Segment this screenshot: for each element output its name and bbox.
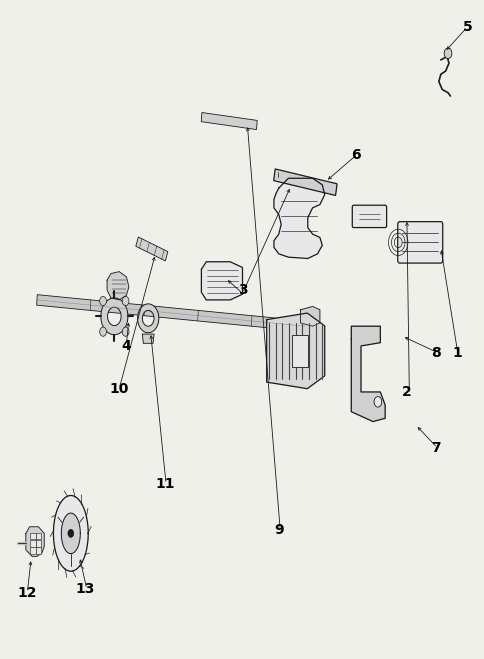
Text: 6: 6 (350, 148, 360, 162)
Polygon shape (61, 513, 80, 554)
FancyBboxPatch shape (30, 532, 35, 539)
Polygon shape (273, 169, 336, 196)
Text: 1: 1 (452, 345, 462, 360)
Circle shape (68, 529, 74, 537)
Circle shape (122, 297, 129, 306)
Text: 4: 4 (121, 339, 131, 353)
Circle shape (100, 297, 106, 306)
Text: 11: 11 (155, 477, 175, 491)
Wedge shape (137, 304, 158, 333)
Circle shape (100, 327, 106, 336)
FancyBboxPatch shape (292, 335, 307, 367)
Circle shape (373, 397, 381, 407)
Text: 8: 8 (430, 345, 440, 360)
Text: 5: 5 (462, 20, 471, 34)
Text: 2: 2 (401, 385, 411, 399)
FancyBboxPatch shape (30, 540, 35, 546)
Circle shape (443, 48, 451, 59)
Text: 7: 7 (430, 441, 440, 455)
Polygon shape (300, 306, 319, 326)
Polygon shape (53, 496, 88, 571)
Polygon shape (37, 295, 305, 331)
FancyBboxPatch shape (30, 547, 35, 554)
FancyBboxPatch shape (36, 547, 41, 554)
FancyBboxPatch shape (36, 532, 41, 539)
FancyBboxPatch shape (36, 540, 41, 546)
Polygon shape (201, 113, 257, 130)
Polygon shape (350, 326, 384, 422)
Text: 13: 13 (76, 583, 95, 596)
Text: 9: 9 (273, 523, 283, 537)
Text: 3: 3 (237, 283, 247, 297)
Circle shape (122, 327, 129, 336)
FancyBboxPatch shape (351, 205, 386, 227)
Polygon shape (107, 272, 129, 300)
Text: 10: 10 (109, 382, 129, 395)
Polygon shape (266, 313, 324, 389)
Polygon shape (136, 237, 167, 261)
Polygon shape (142, 334, 154, 343)
Polygon shape (26, 527, 44, 556)
Wedge shape (101, 298, 128, 335)
Text: 12: 12 (17, 586, 37, 600)
FancyBboxPatch shape (397, 221, 442, 263)
Polygon shape (273, 178, 324, 258)
Polygon shape (201, 262, 242, 300)
